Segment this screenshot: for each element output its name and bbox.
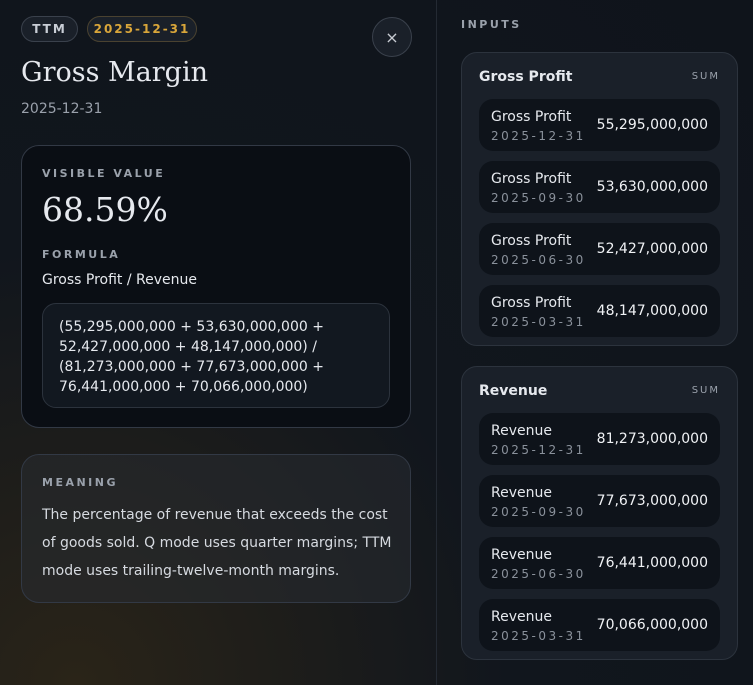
title: Gross Margin — [21, 57, 208, 88]
input-row: Revenue 2025-03-31 70,066,000,000 — [479, 599, 720, 651]
group-title: Revenue — [479, 383, 548, 399]
row-date: 2025-12-31 — [491, 129, 586, 143]
row-name: Gross Profit — [491, 109, 572, 125]
date: 2025-12-31 — [21, 101, 103, 117]
input-row: Gross Profit 2025-12-31 55,295,000,000 — [479, 99, 720, 151]
row-date: 2025-03-31 — [491, 629, 586, 643]
date-badge[interactable]: 2025-12-31 — [87, 16, 197, 42]
label: VISIBLE VALUE — [42, 167, 166, 180]
meaning-text: The percentage of revenue that exceeds t… — [42, 507, 392, 579]
row-value: 55,295,000,000 — [596, 117, 708, 133]
input-row: Revenue 2025-06-30 76,441,000,000 — [479, 537, 720, 589]
row-name: Gross Profit — [491, 295, 572, 311]
close-button[interactable]: × — [372, 17, 412, 57]
row-date: 2025-09-30 — [491, 191, 586, 205]
input-row: Revenue 2025-09-30 77,673,000,000 — [479, 475, 720, 527]
row-value: 77,673,000,000 — [596, 493, 708, 509]
mode-badge[interactable]: TTM — [21, 16, 78, 42]
group-aggregation: SUM — [691, 71, 720, 82]
formula: Gross Profit / Revenue — [42, 272, 198, 288]
inputs-label: INPUTS — [461, 18, 522, 31]
row-date: 2025-06-30 — [491, 567, 586, 581]
value-card: VISIBLE VALUE 68.59% FORMULA Gross Profi… — [21, 145, 411, 428]
input-group: Revenue SUM Revenue 2025-12-31 81,273,000,00… — [461, 366, 738, 660]
input-row: Gross Profit 2025-06-30 52,427,000,000 — [479, 223, 720, 275]
row-value: 70,066,000,000 — [596, 617, 708, 633]
row-name: Revenue — [491, 423, 552, 439]
group-title: Gross Profit — [479, 69, 573, 85]
row-name: Gross Profit — [491, 233, 572, 249]
meaning-card: MEANING The percentage of revenue that e… — [21, 454, 411, 603]
value: 68.59% — [42, 190, 168, 229]
row-name: Revenue — [491, 485, 552, 501]
row-value: 81,273,000,000 — [596, 431, 708, 447]
row-value: 53,630,000,000 — [596, 179, 708, 195]
label: FORMULA — [42, 248, 121, 261]
divider — [436, 0, 437, 685]
row-name: Revenue — [491, 609, 552, 625]
row-value: 48,147,000,000 — [596, 303, 708, 319]
input-row: Gross Profit 2025-09-30 53,630,000,000 — [479, 161, 720, 213]
row-value: 52,427,000,000 — [596, 241, 708, 257]
row-date: 2025-12-31 — [491, 443, 586, 457]
row-value: 76,441,000,000 — [596, 555, 708, 571]
row-name: Gross Profit — [491, 171, 572, 187]
row-date: 2025-06-30 — [491, 253, 586, 267]
row-date: 2025-03-31 — [491, 315, 586, 329]
group-aggregation: SUM — [691, 385, 720, 396]
input-group: Gross Profit SUM Gross Profit 2025-12-31 55,… — [461, 52, 738, 346]
expression: (55,295,000,000 + 53,630,000,000 + 52,42… — [42, 303, 390, 408]
row-name: Revenue — [491, 547, 552, 563]
input-row: Revenue 2025-12-31 81,273,000,000 — [479, 413, 720, 465]
label: MEANING — [42, 476, 119, 489]
input-row: Gross Profit 2025-03-31 48,147,000,000 — [479, 285, 720, 337]
row-date: 2025-09-30 — [491, 505, 586, 519]
